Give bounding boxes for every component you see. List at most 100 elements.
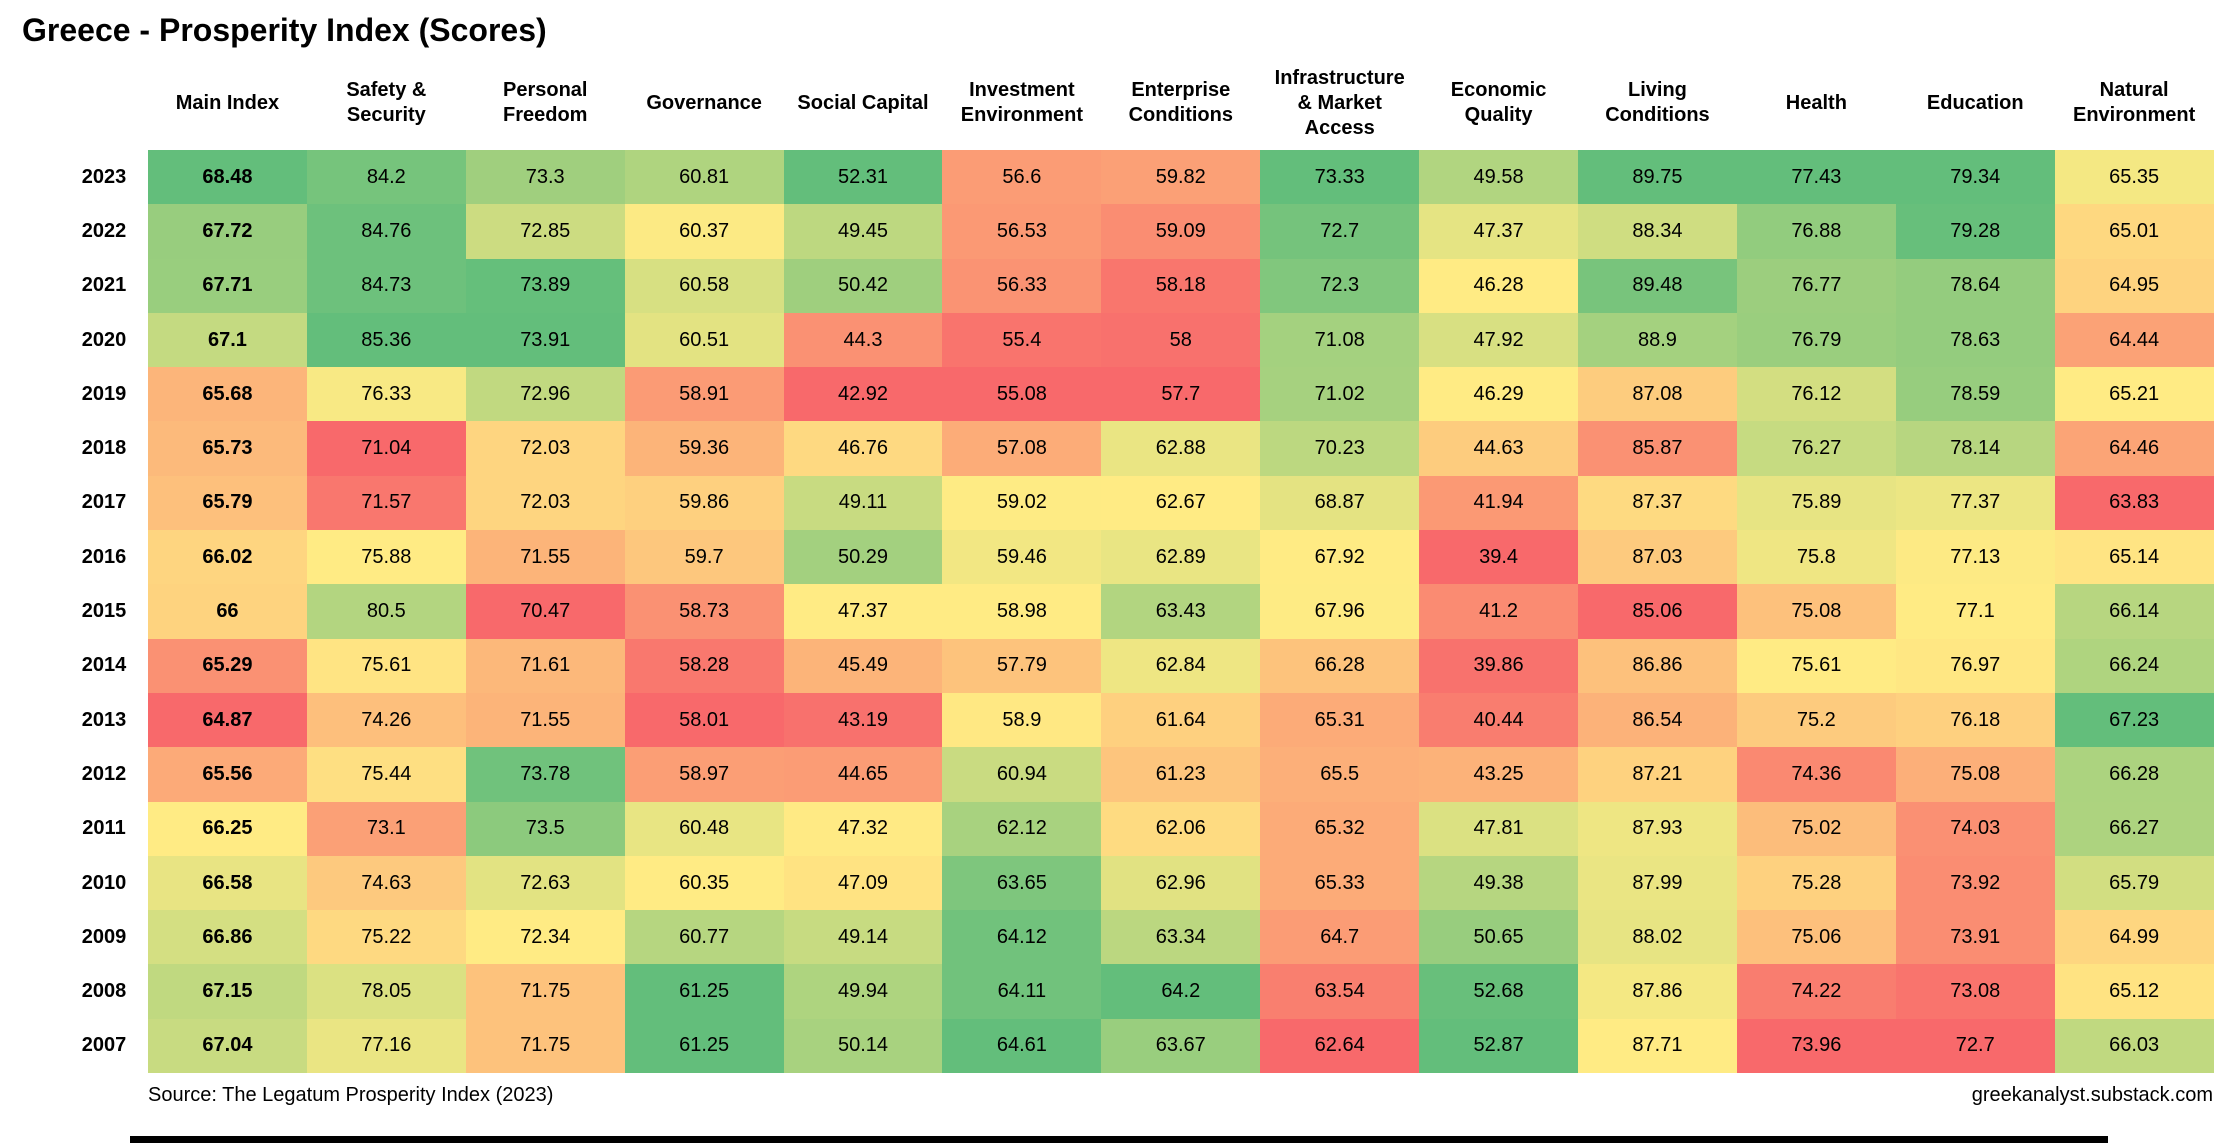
heatmap-cell: 85.87 [1578,421,1737,476]
heatmap-cell: 89.48 [1578,258,1737,313]
heatmap-cell: 58.28 [624,638,784,693]
heatmap-cell: 74.22 [1736,964,1896,1019]
row-year-label: 2018 [60,421,148,476]
column-header: Enterprise Conditions [1128,79,1233,126]
heatmap-cell: 47.37 [783,584,943,639]
watermark-link: greekanalyst.substack.com [1971,1084,2213,1106]
heatmap-cell: 72.63 [465,855,625,911]
heatmap-cell: 64.95 [2054,258,2214,313]
heatmap-cell: 71.02 [1260,367,1420,422]
heatmap-cell: 84.2 [306,150,466,205]
heatmap-cell: 63.43 [1101,584,1261,639]
row-year-label: 2021 [60,258,148,313]
heatmap-cell: 59.7 [624,530,784,585]
heatmap-cell: 43.19 [783,692,943,748]
heatmap-cell: 65.01 [2054,204,2214,259]
column-header: Economic Quality [1450,79,1547,126]
heatmap-cell: 86.86 [1578,638,1737,693]
heatmap-cell: 87.99 [1578,855,1737,911]
heatmap-cell: 67.15 [148,964,307,1019]
heatmap-cell: 61.25 [624,1018,784,1074]
heatmap-cell: 86.54 [1578,692,1737,748]
heatmap-cell: 75.61 [306,638,466,693]
column-header: Safety & Security [346,79,427,126]
heatmap-cell: 46.29 [1419,367,1579,422]
row-year-label: 2020 [60,312,148,368]
heatmap-cell: 71.57 [306,475,466,531]
heatmap-cell: 72.96 [465,367,625,422]
heatmap-cell: 63.67 [1101,1018,1261,1074]
row-year-label: 2014 [60,638,148,693]
heatmap-cell: 87.08 [1578,367,1737,422]
heatmap-cell: 85.36 [306,312,466,368]
table-row: 2012 65.56 75.44 73.78 58.97 44.65 60.94 61.23 6… [60,747,2214,802]
heatmap-cell: 39.86 [1419,638,1579,693]
heatmap-cell: 67.96 [1260,584,1420,639]
heatmap-cell: 79.28 [1895,204,2055,259]
heatmap-cell: 73.3 [465,150,625,205]
heatmap-cell: 75.22 [306,910,466,965]
heatmap-cell: 75.88 [306,530,466,585]
row-year-label: 2017 [60,475,148,531]
heatmap-cell: 76.88 [1736,204,1896,259]
bottom-rule [130,1136,2108,1143]
heatmap-cell: 76.12 [1736,367,1896,422]
heatmap-cell: 72.34 [465,910,625,965]
table-row: 2015 66 80.5 70.47 58.73 47.37 58.98 63.43 67.96… [60,584,2214,639]
heatmap-cell: 66.25 [148,801,307,856]
heatmap-cell: 73.1 [306,801,466,856]
heatmap-cell: 57.7 [1101,367,1261,422]
heatmap-cell: 66.27 [2054,801,2214,856]
heatmap-cell: 47.09 [783,855,943,911]
heatmap-cell: 72.03 [465,475,625,531]
prosperity-heatmap-table: Main Index Safety & Security Personal Free… [60,56,2214,1074]
heatmap-cell: 73.92 [1895,855,2055,911]
heatmap-cell: 66.24 [2054,638,2214,693]
heatmap-cell: 64.12 [942,910,1102,965]
row-year-label: 2022 [60,204,148,259]
heatmap-cell: 67.1 [148,312,307,368]
row-year-label: 2019 [60,367,148,422]
row-year-label: 2015 [60,584,148,639]
heatmap-cell: 65.21 [2054,367,2214,422]
heatmap-cell: 58.73 [624,584,784,639]
heatmap-cell: 71.75 [465,1018,625,1074]
heatmap-cell: 58 [1101,312,1261,368]
heatmap-cell: 44.63 [1419,421,1579,476]
heatmap-cell: 71.04 [306,421,466,476]
heatmap-cell: 64.46 [2054,421,2214,476]
heatmap-cell: 75.89 [1736,475,1896,531]
table-row: 2008 67.15 78.05 71.75 61.25 49.94 64.11 64.2 63… [60,964,2214,1019]
heatmap-cell: 56.33 [942,258,1102,313]
heatmap-cell: 65.29 [148,638,307,693]
column-header: Natural Environment [2073,79,2196,126]
heatmap-cell: 63.83 [2054,475,2214,531]
heatmap-cell: 45.49 [783,638,943,693]
table-row: 2021 67.71 84.73 73.89 60.58 50.42 56.33 58.18 7… [60,258,2214,313]
heatmap-cell: 62.88 [1101,421,1261,476]
heatmap-cell: 66.58 [148,855,307,911]
heatmap-cell: 52.87 [1419,1018,1579,1074]
heatmap-cell: 60.77 [624,910,784,965]
heatmap-cell: 59.86 [624,475,784,531]
heatmap-cell: 66.03 [2054,1018,2214,1074]
heatmap-cell: 65.5 [1260,747,1420,802]
heatmap-cell: 55.4 [942,312,1102,368]
heatmap-cell: 66.86 [148,910,307,965]
heatmap-cell: 56.53 [942,204,1102,259]
heatmap-cell: 88.02 [1578,910,1737,965]
heatmap-cell: 70.23 [1260,421,1420,476]
heatmap-cell: 59.09 [1101,204,1261,259]
heatmap-cell: 87.21 [1578,747,1737,802]
heatmap-cell: 73.33 [1260,150,1420,205]
heatmap-cell: 75.08 [1736,584,1896,639]
heatmap-cell: 57.08 [942,421,1102,476]
heatmap-cell: 87.86 [1578,964,1737,1019]
heatmap-cell: 73.91 [1895,910,2055,965]
column-header: Living Conditions [1605,79,1710,126]
heatmap-cell: 60.35 [624,855,784,911]
table-row: 2019 65.68 76.33 72.96 58.91 42.92 55.08 57.7 71… [60,367,2214,422]
heatmap-cell: 65.35 [2054,150,2214,205]
heatmap-cell: 76.97 [1895,638,2055,693]
